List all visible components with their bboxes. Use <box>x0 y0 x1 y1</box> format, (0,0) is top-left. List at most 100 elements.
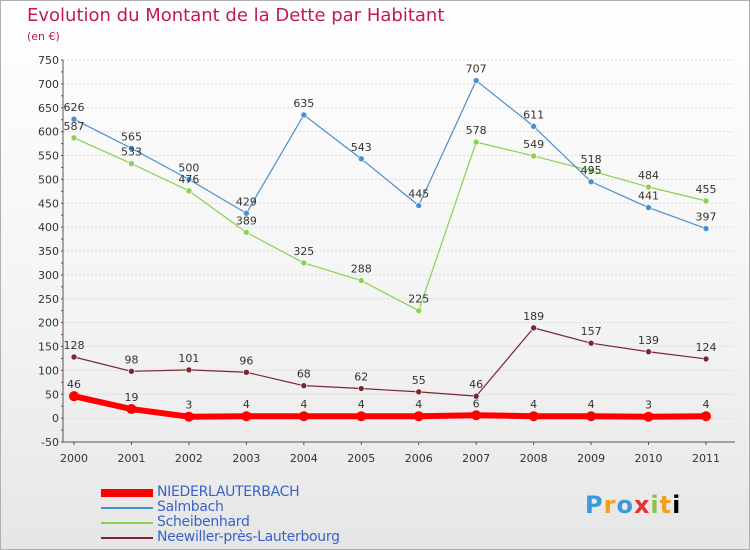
chart-title: Evolution du Montant de la Dette par Hab… <box>27 5 445 26</box>
data-point-niederlauterbach <box>126 404 137 415</box>
data-label-niederlauterbach: 4 <box>588 398 595 411</box>
x-tick-label: 2004 <box>290 452 318 465</box>
data-label-scheibenhard: 549 <box>523 138 544 151</box>
data-point-neewiller-pr-s-lauterbourg <box>70 353 78 361</box>
x-tick-label: 2010 <box>635 452 663 465</box>
legend-item-neewiller: Neewiller-près-Lauterbourg <box>101 529 421 546</box>
data-label-scheibenhard: 325 <box>293 245 314 258</box>
data-label-salmbach: 543 <box>351 141 372 154</box>
legend-label-salmbach: Salmbach <box>157 499 224 515</box>
y-tick-label: 0 <box>52 412 59 425</box>
data-point-neewiller-pr-s-lauterbourg <box>128 368 135 375</box>
data-point-salmbach <box>415 202 423 209</box>
y-tick-label: 750 <box>38 54 59 67</box>
y-tick-label: 350 <box>38 245 59 258</box>
y-tick-label: 100 <box>38 364 59 377</box>
data-label-salmbach: 635 <box>293 97 314 110</box>
data-label-scheibenhard: 518 <box>581 153 602 166</box>
data-label-niederlauterbach: 3 <box>185 399 192 412</box>
legend-swatch-salmbach <box>101 507 153 509</box>
data-label-neewiller-pr-s-lauterbourg: 96 <box>239 354 253 367</box>
data-label-neewiller-pr-s-lauterbourg: 157 <box>581 325 602 338</box>
data-point-neewiller-pr-s-lauterbourg <box>530 324 537 332</box>
y-tick-label: 200 <box>38 317 59 330</box>
data-label-neewiller-pr-s-lauterbourg: 55 <box>412 374 426 387</box>
y-tick-label: 450 <box>38 197 59 210</box>
data-label-scheibenhard: 389 <box>236 214 257 227</box>
data-label-niederlauterbach: 46 <box>67 378 81 391</box>
data-point-salmbach <box>357 155 365 163</box>
data-point-niederlauterbach <box>183 411 194 422</box>
data-point-niederlauterbach <box>298 411 309 422</box>
data-point-scheibenhard <box>530 152 537 160</box>
legend-label-neewiller: Neewiller-près-Lauterbourg <box>157 529 340 545</box>
x-tick-label: 2009 <box>577 452 605 465</box>
y-tick-label: 500 <box>38 173 59 186</box>
data-point-salmbach <box>128 145 135 152</box>
data-point-salmbach <box>70 115 78 123</box>
data-point-neewiller-pr-s-lauterbourg <box>702 355 710 363</box>
x-tick-label: 2003 <box>232 452 260 465</box>
data-point-neewiller-pr-s-lauterbourg <box>185 366 193 374</box>
data-label-salmbach: 495 <box>581 164 602 177</box>
data-label-niederlauterbach: 6 <box>473 397 480 410</box>
legend-item-niederlauterbach: NIEDERLAUTERBACH <box>101 484 421 501</box>
data-label-salmbach: 707 <box>466 63 487 76</box>
data-point-niederlauterbach <box>586 411 597 422</box>
data-label-neewiller-pr-s-lauterbourg: 46 <box>469 378 483 391</box>
y-tick-label: 50 <box>45 388 59 401</box>
data-point-neewiller-pr-s-lauterbourg <box>645 348 652 356</box>
data-point-salmbach <box>185 176 193 183</box>
data-point-niederlauterbach <box>701 411 711 422</box>
data-label-salmbach: 565 <box>121 130 142 143</box>
x-tick-label: 2000 <box>60 452 88 465</box>
data-label-salmbach: 397 <box>696 211 717 224</box>
data-label-niederlauterbach: 4 <box>243 398 250 411</box>
data-label-neewiller-pr-s-lauterbourg: 62 <box>354 371 368 384</box>
series-line-neewiller-pr-s-lauterbourg <box>73 327 707 397</box>
series-line-niederlauterbach <box>73 393 707 420</box>
y-tick-label: 250 <box>38 293 59 306</box>
data-point-salmbach <box>587 178 595 186</box>
data-point-salmbach <box>530 123 537 130</box>
data-label-niederlauterbach: 4 <box>703 398 710 411</box>
legend-label-niederlauterbach: NIEDERLAUTERBACH <box>157 484 300 500</box>
chart-subtitle: (en €) <box>27 30 60 43</box>
data-label-neewiller-pr-s-lauterbourg: 101 <box>178 352 199 365</box>
data-point-salmbach <box>645 204 652 211</box>
data-label-scheibenhard: 455 <box>696 183 717 196</box>
data-point-scheibenhard <box>185 187 193 195</box>
legend-swatch-neewiller <box>101 537 153 539</box>
x-tick-label: 2001 <box>117 452 145 465</box>
data-point-salmbach <box>702 225 710 232</box>
data-point-salmbach <box>243 209 250 217</box>
data-label-salmbach: 445 <box>408 188 429 201</box>
x-tick-label: 2008 <box>520 452 548 465</box>
data-point-niederlauterbach <box>356 411 367 422</box>
x-tick-label: 2011 <box>692 452 720 465</box>
data-point-salmbach <box>472 77 480 84</box>
x-tick-label: 2005 <box>347 452 375 465</box>
data-label-niederlauterbach: 3 <box>645 399 652 412</box>
data-label-scheibenhard: 533 <box>121 146 142 159</box>
data-label-scheibenhard: 484 <box>638 169 659 182</box>
y-tick-label: 300 <box>38 269 59 282</box>
data-point-scheibenhard <box>415 307 423 314</box>
legend-swatch-scheibenhard <box>101 522 153 524</box>
data-label-neewiller-pr-s-lauterbourg: 139 <box>638 334 659 347</box>
data-point-scheibenhard <box>645 183 652 191</box>
data-point-scheibenhard <box>587 167 595 175</box>
data-label-salmbach: 626 <box>64 101 85 114</box>
data-label-neewiller-pr-s-lauterbourg: 68 <box>297 368 311 381</box>
data-point-niederlauterbach <box>471 410 482 421</box>
y-tick-label: 400 <box>38 221 59 234</box>
x-tick-label: 2006 <box>405 452 433 465</box>
data-point-scheibenhard <box>128 160 135 167</box>
data-point-scheibenhard <box>702 197 710 205</box>
data-label-scheibenhard: 587 <box>64 120 85 133</box>
data-label-niederlauterbach: 4 <box>300 398 307 411</box>
series-line-salmbach <box>73 79 707 230</box>
data-point-niederlauterbach <box>241 411 252 422</box>
